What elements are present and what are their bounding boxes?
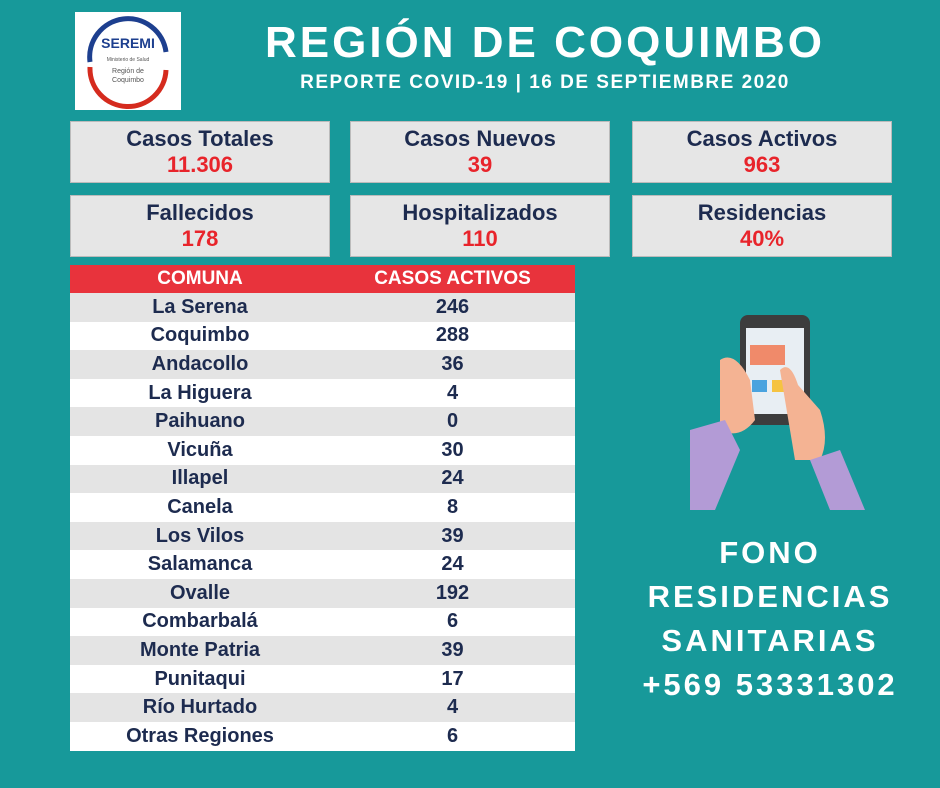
comuna: Río Hurtado xyxy=(142,696,258,719)
stat-label: Residencias xyxy=(697,200,827,225)
table-row: Ovalle 192 xyxy=(70,578,575,608)
column-header: CASOS ACTIVOS xyxy=(374,268,531,289)
active-cases: 192 xyxy=(435,581,470,604)
stat-box: Hospitalizados 110 xyxy=(350,195,610,257)
stat-label: Casos Activos xyxy=(686,126,838,151)
table-row: Coquimbo 288 xyxy=(70,321,575,351)
contact-line: FONO RESIDENCIAS xyxy=(647,535,893,614)
stat-label: Hospitalizados xyxy=(402,200,558,225)
active-cases: 6 xyxy=(446,724,459,747)
logo-name: SEREMI xyxy=(101,35,155,51)
table: COMUNA CASOS ACTIVOS La Serena 246 Coquimbo 2… xyxy=(70,265,575,751)
column-header: COMUNA xyxy=(157,268,243,289)
active-cases: 4 xyxy=(446,696,459,719)
stat-box: Casos Nuevos 39 xyxy=(350,121,610,183)
stat-label: Casos Totales xyxy=(126,126,274,151)
active-cases: 4 xyxy=(446,381,459,404)
comuna: Punitaqui xyxy=(154,667,246,690)
logo: SEREMI Ministerio de Salud Región de Coq… xyxy=(75,12,181,110)
table-row: Río Hurtado 4 xyxy=(70,693,575,722)
comuna: Otras Regiones xyxy=(126,724,274,747)
table-row: Monte Patria 39 xyxy=(70,636,575,665)
stat-value: 11.306 xyxy=(166,152,234,177)
phone-illustration xyxy=(690,315,865,510)
stat-value: 963 xyxy=(743,152,781,177)
comuna: Salamanca xyxy=(147,553,253,576)
table-row: Canela 8 xyxy=(70,493,575,522)
comuna: Vicuña xyxy=(167,438,233,461)
stat-label: Fallecidos xyxy=(146,200,254,225)
active-cases: 39 xyxy=(441,638,464,661)
comuna: Paihuano xyxy=(154,410,245,433)
active-cases: 24 xyxy=(441,467,464,490)
stat-value: 178 xyxy=(181,226,219,251)
stat-value: 110 xyxy=(462,226,498,251)
table-header: COMUNA CASOS ACTIVOS xyxy=(70,265,575,293)
comuna: Illapel xyxy=(171,467,229,490)
table-row: Otras Regiones 6 xyxy=(70,721,575,751)
table-row: Paihuano 0 xyxy=(70,407,575,436)
active-cases: 8 xyxy=(446,495,459,518)
active-cases: 17 xyxy=(441,667,464,690)
active-cases: 288 xyxy=(435,324,470,347)
table-row: La Serena 246 xyxy=(70,293,575,322)
table-row: Vicuña 30 xyxy=(70,435,575,465)
contact: FONO RESIDENCIAS SANITARIAS +569 53331302 xyxy=(600,531,940,707)
comuna: Coquimbo xyxy=(150,324,250,347)
active-cases: 6 xyxy=(446,610,459,633)
comuna: Andacollo xyxy=(151,352,249,375)
stat-label: Casos Nuevos xyxy=(404,126,556,151)
active-cases: 24 xyxy=(441,553,464,576)
table-row: Andacollo 36 xyxy=(70,350,575,379)
title: REGIÓN DE COQUIMBO xyxy=(264,18,826,67)
subtitle: REPORTE COVID-19 | 16 DE SEPTIEMBRE 2020 xyxy=(300,72,790,93)
comuna: La Higuera xyxy=(148,381,252,404)
comuna: Los Vilos xyxy=(155,524,245,547)
comuna: La Serena xyxy=(152,295,248,318)
stat-value: 39 xyxy=(467,152,493,177)
table-row: Salamanca 24 xyxy=(70,550,575,579)
stat-box: Casos Activos 963 xyxy=(632,121,892,183)
active-cases: 36 xyxy=(441,352,464,375)
table-row: Los Vilos 39 xyxy=(70,521,575,551)
table-row: La Higuera 4 xyxy=(70,378,575,408)
comuna: Combarbalá xyxy=(142,610,258,633)
contact-line: SANITARIAS xyxy=(661,623,879,658)
stat-box: Residencias 40% xyxy=(632,195,892,257)
logo-ministry: Ministerio de Salud xyxy=(107,57,150,63)
active-cases: 0 xyxy=(446,410,459,433)
comuna: Ovalle xyxy=(169,581,231,604)
table-row: Combarbalá 6 xyxy=(70,607,575,637)
active-cases: 39 xyxy=(441,524,464,547)
table-row: Punitaqui 17 xyxy=(70,664,575,694)
stat-value: 40% xyxy=(739,226,785,251)
contact-line: +569 53331302 xyxy=(642,667,898,702)
logo-region: Región de Coquimbo xyxy=(112,68,144,84)
active-cases: 246 xyxy=(435,295,470,318)
active-cases: 30 xyxy=(441,438,464,461)
logo-graphic: SEREMI Ministerio de Salud Región de Coq… xyxy=(87,16,169,109)
stat-box: Fallecidos 178 xyxy=(70,195,330,257)
comuna: Canela xyxy=(167,495,233,518)
table-row: Illapel 24 xyxy=(70,464,575,494)
stat-box: Casos Totales 11.306 xyxy=(70,121,330,183)
comuna: Monte Patria xyxy=(139,638,261,661)
